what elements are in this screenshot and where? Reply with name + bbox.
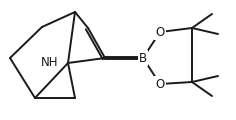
Text: O: O [155, 26, 165, 39]
Text: B: B [139, 51, 147, 65]
Text: O: O [155, 78, 165, 90]
Text: NH: NH [41, 57, 58, 69]
